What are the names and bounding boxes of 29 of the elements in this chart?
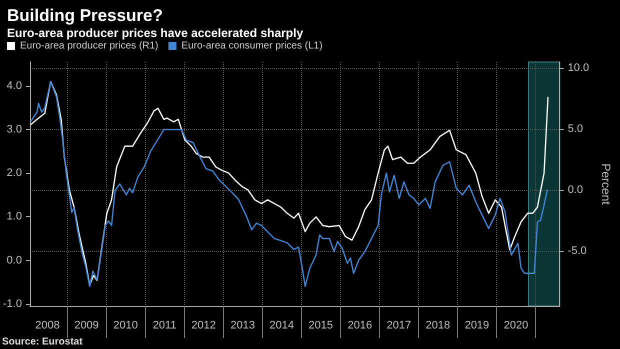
x-tick-label: 2020 — [504, 320, 528, 332]
y-tick-label: -1.0 — [2, 298, 22, 310]
y-tick-label: 0.0 — [6, 254, 22, 266]
chart-title: Building Pressure? — [7, 6, 163, 25]
x-tick-label: 2016 — [348, 320, 372, 332]
x-tick-label: 2012 — [191, 320, 216, 332]
y-tick-label: 1.0 — [6, 210, 22, 223]
source-note: Source: Eurostat — [2, 336, 84, 348]
x-tick-label: 2011 — [152, 320, 176, 332]
x-tick-label: 2014 — [270, 320, 294, 332]
y-tick-label: 4.0 — [6, 80, 22, 92]
x-tick-label: 2009 — [74, 320, 99, 332]
x-tick-label: 2010 — [113, 320, 138, 332]
x-tick-label: 2015 — [308, 320, 334, 332]
y2-tick-label: -5.0 — [568, 245, 587, 258]
x-tick-label: 2018 — [426, 320, 450, 332]
y-tick-label: 2.0 — [6, 167, 22, 180]
y2-tick-label: 5.0 — [568, 123, 583, 136]
y2-tick-label: 10.0 — [568, 62, 590, 74]
legend-label: Euro-area consumer prices (L1) — [181, 40, 323, 52]
x-tick-label: 2017 — [386, 320, 412, 332]
legend-label: Euro-area producer prices (R1) — [20, 40, 158, 52]
y2-tick-label: 0.0 — [568, 184, 583, 196]
y2-axis-title: Percent — [599, 163, 613, 206]
chart-subtitle: Euro-area producer prices have accelerated sharply — [7, 26, 304, 40]
x-tick-label: 2008 — [35, 320, 60, 332]
x-tick-label: 2013 — [230, 320, 255, 332]
y-tick-label: 3.0 — [6, 124, 22, 136]
x-tick-label: 2019 — [464, 320, 490, 332]
